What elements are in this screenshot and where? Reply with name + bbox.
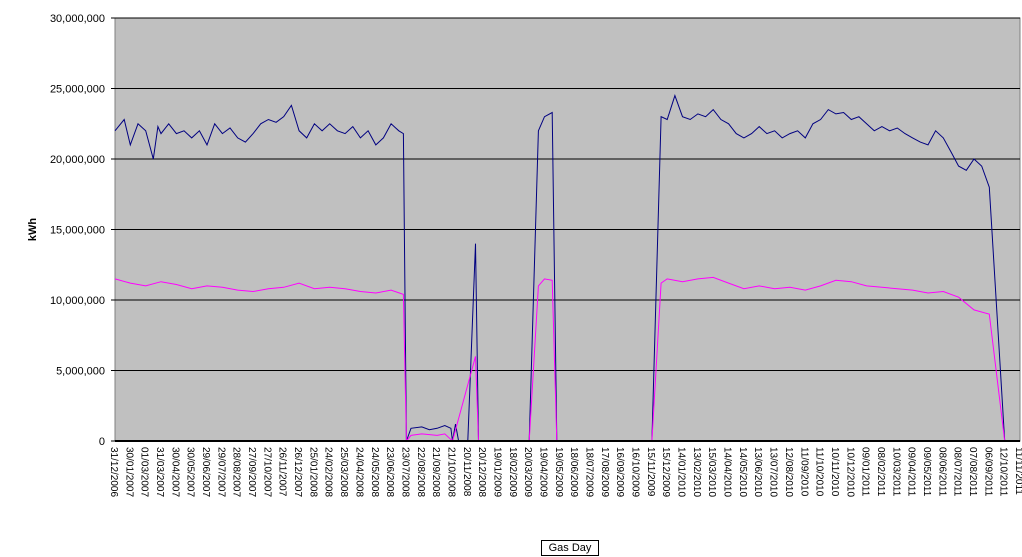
series-line-2 xyxy=(114,276,1006,443)
x-tick-label: 22/08/2008 xyxy=(415,447,426,497)
x-tick-label: 24/02/2008 xyxy=(323,447,334,497)
x-tick-label: 23/06/2008 xyxy=(384,447,395,497)
x-tick-label: 09/05/2011 xyxy=(921,447,932,497)
x-tick-label: 13/07/2010 xyxy=(768,447,779,497)
x-tick-label: 31/03/2007 xyxy=(154,447,165,497)
x-tick-label: 16/10/2009 xyxy=(630,447,641,497)
y-tick-label: 25,000,000 xyxy=(50,84,105,96)
y-tick-label: 0 xyxy=(99,436,105,448)
x-tick-label: 07/08/2011 xyxy=(967,447,978,497)
y-tick-label: 30,000,000 xyxy=(50,13,105,25)
x-tick-label: 18/06/2009 xyxy=(568,447,579,497)
x-tick-label: 19/01/2009 xyxy=(491,447,502,497)
x-tick-label: 21/09/2008 xyxy=(430,447,441,497)
y-axis-label: kWh xyxy=(27,218,39,242)
x-tick-label: 10/03/2011 xyxy=(890,447,901,497)
x-tick-label: 08/06/2011 xyxy=(936,447,947,497)
x-tick-label: 15/12/2009 xyxy=(660,447,671,497)
x-tick-label: 19/04/2009 xyxy=(537,447,548,497)
x-tick-label: 15/11/2009 xyxy=(645,447,656,497)
x-tick-label: 13/06/2010 xyxy=(752,447,763,497)
x-tick-label: 09/04/2011 xyxy=(906,447,917,497)
x-tick-label: 21/10/2008 xyxy=(445,447,456,497)
x-tick-label: 25/01/2008 xyxy=(307,447,318,497)
x-tick-label: 30/04/2007 xyxy=(169,447,180,497)
x-tick-label: 11/09/2010 xyxy=(798,447,809,497)
x-tick-label: 13/02/2010 xyxy=(691,447,702,497)
x-tick-label: 29/06/2007 xyxy=(200,447,211,497)
x-tick-label: 27/10/2007 xyxy=(261,447,272,497)
x-tick-label: 11/11/2011 xyxy=(1013,447,1022,495)
y-tick-label: 5,000,000 xyxy=(56,366,105,378)
x-tick-label: 24/04/2008 xyxy=(353,447,364,497)
x-tick-label: 24/05/2008 xyxy=(369,447,380,497)
x-tick-label: 20/11/2008 xyxy=(461,447,472,497)
x-tick-label: 08/07/2011 xyxy=(952,447,963,497)
x-tick-label: 06/09/2011 xyxy=(982,447,993,497)
x-tick-label: 19/05/2009 xyxy=(553,447,564,497)
x-tick-label: 15/03/2010 xyxy=(706,447,717,497)
x-tick-label: 12/08/2010 xyxy=(783,447,794,497)
x-tick-label: 10/11/2010 xyxy=(829,447,840,497)
x-tick-label: 25/03/2008 xyxy=(338,447,349,497)
x-tick-label: 28/08/2007 xyxy=(231,447,242,497)
y-tick-label: 15,000,000 xyxy=(50,225,105,237)
x-axis-ticks: 31/12/2006 30/01/2007 01/03/2007 31/03/2007… xyxy=(108,440,1022,497)
x-tick-label: 11/10/2010 xyxy=(814,447,825,497)
x-tick-label: 14/01/2010 xyxy=(676,447,687,497)
x-tick-label: 01/03/2007 xyxy=(139,447,150,497)
x-tick-label: 27/09/2007 xyxy=(246,447,257,497)
x-tick-label: 30/05/2007 xyxy=(185,447,196,497)
x-tick-label: 18/02/2009 xyxy=(507,447,518,497)
x-tick-label: 14/04/2010 xyxy=(722,447,733,497)
x-tick-label: 20/12/2008 xyxy=(476,447,487,497)
x-tick-label: 10/12/2010 xyxy=(844,447,855,497)
x-axis-label: Gas Day xyxy=(541,540,599,556)
x-tick-label: 20/03/2009 xyxy=(522,447,533,497)
x-tick-label: 31/12/2006 xyxy=(108,447,119,497)
x-tick-label: 12/10/2011 xyxy=(998,447,1009,497)
x-tick-label: 14/05/2010 xyxy=(737,447,748,497)
y-tick-label: 20,000,000 xyxy=(50,154,105,166)
y-axis-ticks: 0 5,000,000 10,000,000 15,000,000 20,000,000… xyxy=(50,13,115,448)
x-tick-label: 08/02/2011 xyxy=(875,447,886,497)
x-tick-label: 16/09/2009 xyxy=(614,447,625,497)
x-tick-label: 17/08/2009 xyxy=(599,447,610,497)
y-tick-label: 10,000,000 xyxy=(50,295,105,307)
x-tick-label: 30/01/2007 xyxy=(123,447,134,497)
x-tick-label: 26/11/2007 xyxy=(277,447,288,497)
x-tick-label: 18/07/2009 xyxy=(584,447,595,497)
x-tick-label: 09/01/2011 xyxy=(860,447,871,497)
x-tick-label: 26/12/2007 xyxy=(292,447,303,497)
x-tick-label: 23/07/2008 xyxy=(399,447,410,497)
x-tick-label: 29/07/2007 xyxy=(215,447,226,497)
